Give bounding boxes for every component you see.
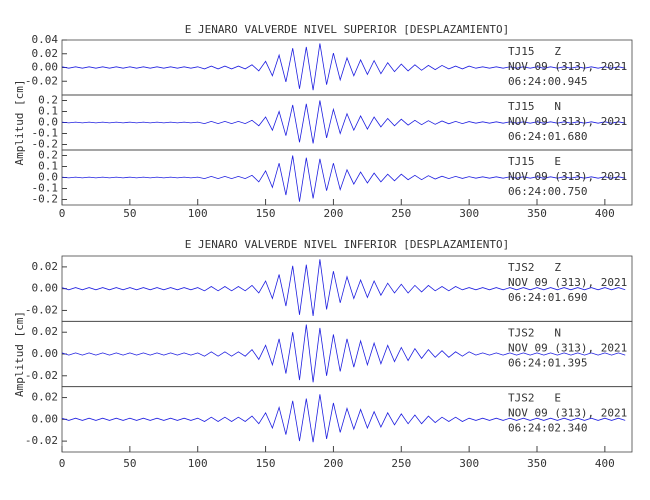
- x-tick-label: 300: [459, 207, 479, 220]
- x-tick-label: 50: [123, 207, 136, 220]
- time-label: 06:24:00.750: [508, 185, 587, 198]
- waveform: [61, 43, 626, 91]
- time-label: 06:24:01.690: [508, 291, 587, 304]
- date-label: NOV 09 (313), 2021: [508, 407, 627, 420]
- y-tick-label: 0.02: [32, 325, 59, 338]
- x-tick-label: 350: [527, 457, 547, 470]
- station-label: TJ15 N: [508, 100, 561, 113]
- waveform: [61, 324, 626, 383]
- y-tick-label: 0.2: [38, 149, 58, 162]
- x-tick-label: 400: [595, 207, 615, 220]
- date-label: NOV 09 (313), 2021: [508, 115, 627, 128]
- waveform: [61, 100, 626, 144]
- x-tick-label: 100: [188, 457, 208, 470]
- y-axis-label: Amplitud [cm]: [13, 311, 26, 397]
- x-tick-label: 100: [188, 207, 208, 220]
- y-tick-label: -0.02: [25, 369, 58, 382]
- station-label: TJS2 Z: [508, 261, 561, 274]
- date-label: NOV 09 (313), 2021: [508, 60, 627, 73]
- waveform: [61, 259, 626, 316]
- y-tick-label: -0.02: [25, 434, 58, 447]
- y-tick-label: -0.1: [32, 127, 59, 140]
- y-tick-label: 0.00: [32, 282, 59, 295]
- x-tick-label: 350: [527, 207, 547, 220]
- x-tick-label: 400: [595, 457, 615, 470]
- x-tick-label: 150: [256, 207, 276, 220]
- y-tick-label: 0.02: [32, 47, 59, 60]
- y-tick-label: 0.00: [32, 347, 59, 360]
- station-label: TJ15 Z: [508, 45, 561, 58]
- y-tick-label: -0.2: [32, 193, 59, 206]
- y-tick-label: -0.02: [25, 303, 58, 316]
- y-tick-label: 0.0: [38, 116, 58, 129]
- y-tick-label: 0.0: [38, 171, 58, 184]
- x-tick-label: 250: [391, 207, 411, 220]
- y-axis-label: Amplitud [cm]: [13, 79, 26, 165]
- chart-title: E JENARO VALVERDE NIVEL SUPERIOR [DESPLA…: [185, 23, 510, 36]
- y-tick-label: 0.00: [32, 61, 59, 74]
- y-tick-label: 0.1: [38, 105, 58, 118]
- x-tick-label: 200: [323, 457, 343, 470]
- x-tick-label: 0: [59, 457, 66, 470]
- y-tick-label: 0.00: [32, 412, 59, 425]
- y-tick-label: 0.2: [38, 94, 58, 107]
- time-label: 06:24:02.340: [508, 422, 587, 435]
- y-tick-label: -0.02: [25, 74, 58, 87]
- y-tick-label: 0.1: [38, 160, 58, 173]
- station-label: TJS2 E: [508, 392, 561, 405]
- x-tick-label: 300: [459, 457, 479, 470]
- x-tick-label: 150: [256, 457, 276, 470]
- y-tick-label: 0.02: [32, 391, 59, 404]
- chart-title: E JENARO VALVERDE NIVEL INFERIOR [DESPLA…: [185, 238, 510, 251]
- y-tick-label: 0.04: [32, 33, 59, 46]
- station-label: TJS2 N: [508, 326, 561, 339]
- time-label: 06:24:01.680: [508, 130, 587, 143]
- x-tick-label: 50: [123, 457, 136, 470]
- y-tick-label: -0.2: [32, 138, 59, 151]
- x-tick-label: 200: [323, 207, 343, 220]
- time-label: 06:24:00.945: [508, 75, 587, 88]
- x-tick-label: 0: [59, 207, 66, 220]
- waveform: [61, 394, 626, 443]
- date-label: NOV 09 (313), 2021: [508, 170, 627, 183]
- waveform: [61, 155, 626, 202]
- y-tick-label: 0.02: [32, 260, 59, 273]
- x-tick-label: 250: [391, 457, 411, 470]
- date-label: NOV 09 (313), 2021: [508, 341, 627, 354]
- time-label: 06:24:01.395: [508, 356, 587, 369]
- y-tick-label: -0.1: [32, 182, 59, 195]
- station-label: TJ15 E: [508, 155, 561, 168]
- date-label: NOV 09 (313), 2021: [508, 276, 627, 289]
